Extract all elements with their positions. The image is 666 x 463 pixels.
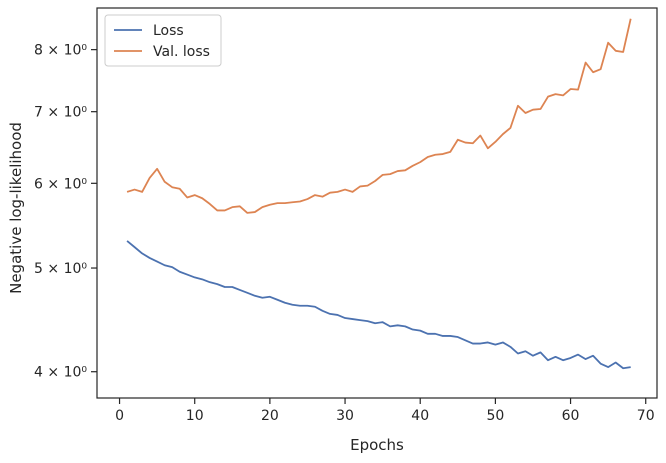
x-axis: 0 10 20 30 40 50 60 70 <box>115 398 655 424</box>
legend-frame <box>104 14 222 67</box>
series-line-val-loss <box>126 18 632 214</box>
series-layer <box>126 18 632 370</box>
y-tick-label: 8 × 10⁰ <box>34 43 87 59</box>
x-tick-label: 10 <box>186 408 204 424</box>
x-tick-label: 40 <box>411 408 429 424</box>
y-tick-label: 6 × 10⁰ <box>34 176 87 192</box>
y-tick-label: 5 × 10⁰ <box>34 261 87 277</box>
x-tick-label: 0 <box>115 408 124 424</box>
x-tick-label: 60 <box>562 408 580 424</box>
legend: Loss Val. loss <box>104 14 222 67</box>
x-tick-label: 70 <box>637 408 655 424</box>
legend-label-val-loss: Val. loss <box>153 44 210 60</box>
y-axis: 4 × 10⁰ 5 × 10⁰ 6 × 10⁰ 7 × 10⁰ 8 × 10⁰ <box>34 43 97 381</box>
y-tick-label: 7 × 10⁰ <box>34 105 87 121</box>
series-line-loss <box>126 240 631 370</box>
legend-label-loss: Loss <box>153 23 184 39</box>
x-tick-label: 50 <box>486 408 504 424</box>
x-axis-label: Epochs <box>350 436 404 454</box>
x-tick-label: 20 <box>261 408 279 424</box>
x-tick-label: 30 <box>336 408 354 424</box>
y-axis-label: Negative log-likelihood <box>7 122 25 294</box>
y-tick-label: 4 × 10⁰ <box>34 365 87 381</box>
plot-area <box>96 7 658 399</box>
